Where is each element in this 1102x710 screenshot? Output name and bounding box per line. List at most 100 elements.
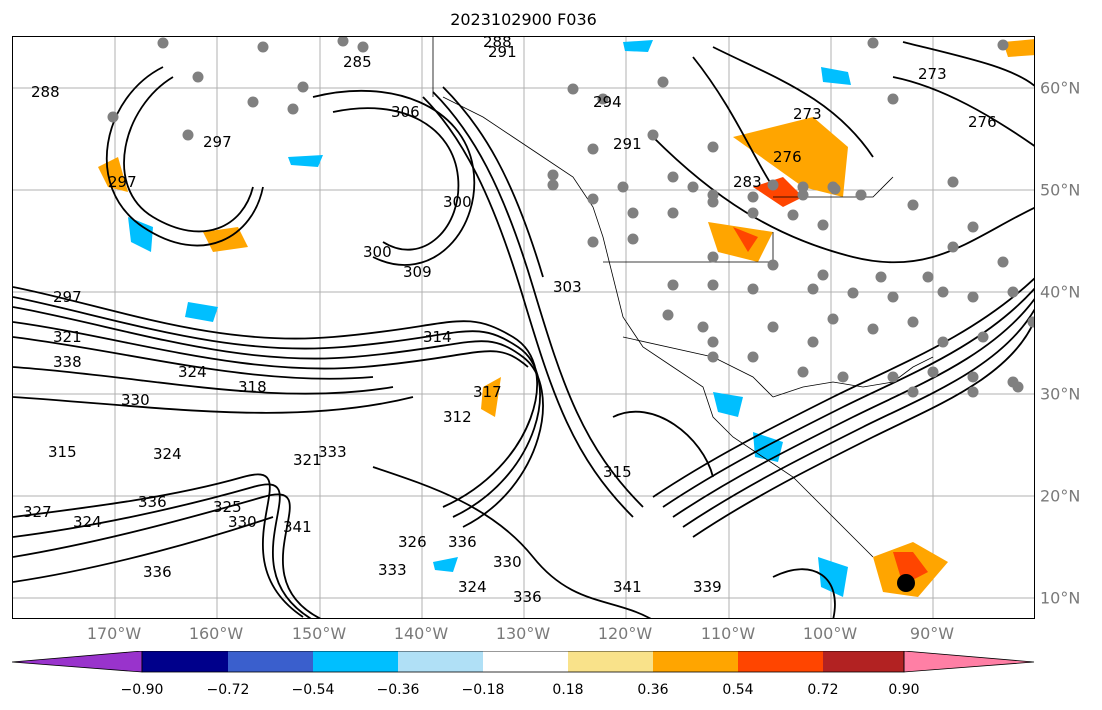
contour-label: 297 [53,288,82,306]
border-line [622,336,774,398]
station-dot [667,207,679,219]
colorbar-tick: −0.72 [206,682,250,698]
station-dot [797,181,809,193]
contour-label: 276 [773,148,802,166]
contour-label: 291 [488,43,517,61]
colorbar-segment [738,651,823,672]
station-dot [967,386,979,398]
contour-line [772,568,836,618]
contour-label: 300 [443,193,472,211]
blue-shade-region [185,302,218,322]
contour-label: 321 [293,451,322,469]
contour-line [13,396,414,414]
contour-line [13,321,529,370]
contour-line [13,493,322,618]
station-dot [547,179,559,191]
red-shade-region [733,227,758,252]
lat-label: 50°N [1040,180,1081,200]
station-dot [937,286,949,298]
coastlines [432,37,934,558]
contour-label: 333 [378,561,407,579]
station-dot [357,41,369,53]
station-dot [887,371,899,383]
contour-line [332,107,460,251]
station-dot [887,93,899,105]
storm-marker [897,574,915,592]
contour-label: 309 [403,263,432,281]
contour-label: 288 [31,83,60,101]
station-dot [627,233,639,245]
station-dot [817,269,829,281]
lon-label: 150°W [291,624,347,643]
contour-line [902,41,1034,87]
lon-label: 170°W [86,624,142,643]
contour-line [312,89,476,266]
contour-label: 273 [918,65,947,83]
station-dot [807,283,819,295]
station-dot [107,111,119,123]
station-dot [662,309,674,321]
station-dot [797,189,809,201]
station-dot [157,37,169,49]
contour-label: 324 [153,445,182,463]
colorbar-tick: −0.36 [376,682,420,698]
blue-shade-region [128,217,153,252]
station-dot [997,39,1009,51]
lat-label: 20°N [1040,486,1081,506]
colorbar-tick: 0.36 [637,682,669,698]
station-dot [977,331,989,343]
colorbar-tick: 0.72 [807,682,839,698]
colorbar-left-extension [12,651,143,673]
contour-line [612,410,714,478]
colorbar-segment [823,651,904,672]
contour-line [13,336,374,380]
contour-label: 324 [178,363,207,381]
blue-shade-region [821,67,851,85]
contour-line [13,473,304,618]
contour-label: 333 [318,443,347,461]
station-dot [597,93,609,105]
contour-label: 339 [693,578,722,596]
colorbar-tick: 0.90 [888,682,920,698]
colorbar [12,651,1035,673]
station-dot [1027,316,1034,328]
station-dot [807,336,819,348]
station-dot [829,183,841,195]
contour-label: 336 [513,588,542,606]
contour-label: 318 [238,378,267,396]
contour-line [442,86,544,278]
colorbar-frame [141,651,905,673]
station-dot [687,181,699,193]
station-dot [847,287,859,299]
station-dot [907,316,919,328]
station-dot [182,129,194,141]
contour-line [13,296,541,518]
station-dot [947,241,959,253]
station-dot [967,221,979,233]
station-dot [827,313,839,325]
contour-label: 273 [793,105,822,123]
colorbar-tick: 0.54 [722,682,754,698]
lon-label: 90°W [909,624,955,643]
station-dot [547,169,559,181]
station-dot [867,323,879,335]
contour-line [13,483,312,618]
contour-label: 303 [553,278,582,296]
contour-label: 276 [968,113,997,131]
blue-shade-region [753,432,783,462]
station-dot [627,207,639,219]
contour-label: 300 [363,243,392,261]
orange-shade-region [733,117,848,197]
contour-label: 336 [448,533,477,551]
lon-label: 120°W [597,624,653,643]
colorbar-segment [483,651,568,672]
contour-label: 330 [228,513,257,531]
contour-line [123,76,254,233]
lon-label: 110°W [700,624,756,643]
contour-line [892,76,1034,147]
lon-label: 100°W [802,624,858,643]
contour-label: 288 [483,37,512,51]
colorbar-segment [142,651,228,672]
station-dot [927,366,939,378]
